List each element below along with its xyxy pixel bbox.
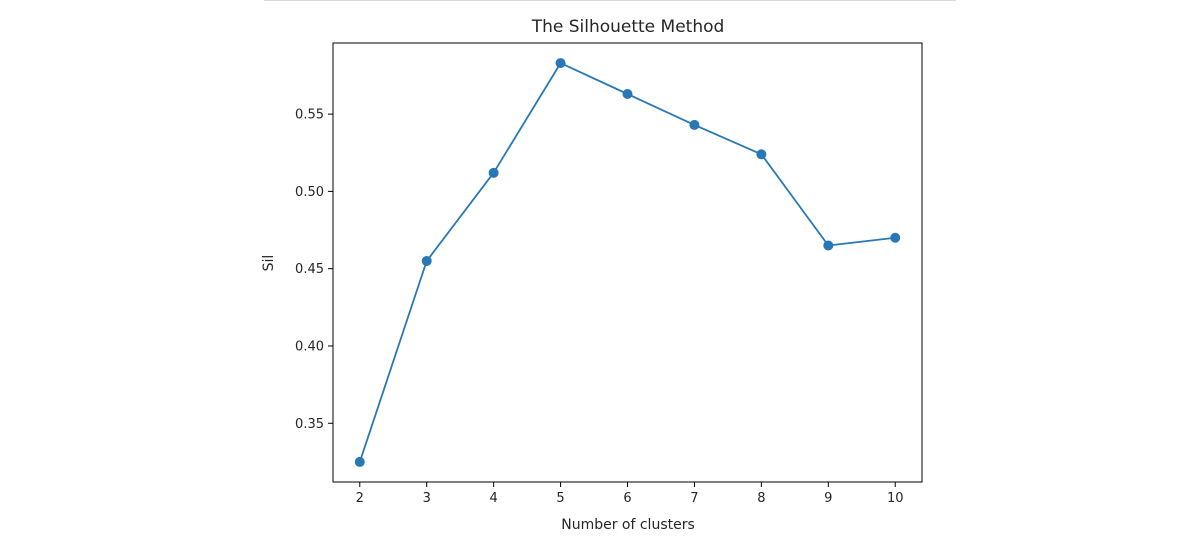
series-layer bbox=[354, 58, 901, 467]
x-axis-title: Number of clusters bbox=[561, 517, 695, 533]
y-tick-label: 0.50 bbox=[295, 185, 324, 200]
x-tick-label: 6 bbox=[623, 491, 631, 506]
data-point bbox=[823, 240, 834, 251]
plot-area-frame bbox=[332, 42, 923, 483]
data-point bbox=[756, 149, 767, 160]
x-tick-label: 5 bbox=[556, 491, 564, 506]
x-tick-label: 10 bbox=[887, 491, 904, 506]
x-tick-label: 3 bbox=[423, 491, 431, 506]
data-point bbox=[555, 58, 566, 69]
y-axis: 0.35 0.40 0.45 0.50 0.55 bbox=[295, 108, 333, 432]
x-tick-label: 8 bbox=[757, 491, 765, 506]
data-point bbox=[622, 89, 633, 100]
x-tick-label: 7 bbox=[690, 491, 698, 506]
x-tick-label: 2 bbox=[356, 491, 364, 506]
data-point bbox=[890, 232, 901, 243]
chart-title: The Silhouette Method bbox=[531, 17, 725, 37]
data-point bbox=[488, 167, 499, 178]
series-line bbox=[358, 62, 896, 463]
x-axis: 2 3 4 5 6 7 8 9 10 bbox=[356, 482, 904, 506]
x-tick-label: 4 bbox=[489, 491, 497, 506]
y-tick-label: 0.35 bbox=[295, 417, 324, 432]
top-divider bbox=[264, 0, 956, 1]
y-tick-label: 0.45 bbox=[295, 262, 324, 277]
data-point bbox=[689, 119, 700, 130]
data-point bbox=[354, 456, 365, 467]
y-axis-title: Sil bbox=[261, 255, 277, 272]
x-tick-label: 9 bbox=[824, 491, 832, 506]
y-tick-label: 0.55 bbox=[295, 108, 324, 123]
y-tick-label: 0.40 bbox=[295, 339, 324, 354]
data-point bbox=[421, 255, 432, 266]
